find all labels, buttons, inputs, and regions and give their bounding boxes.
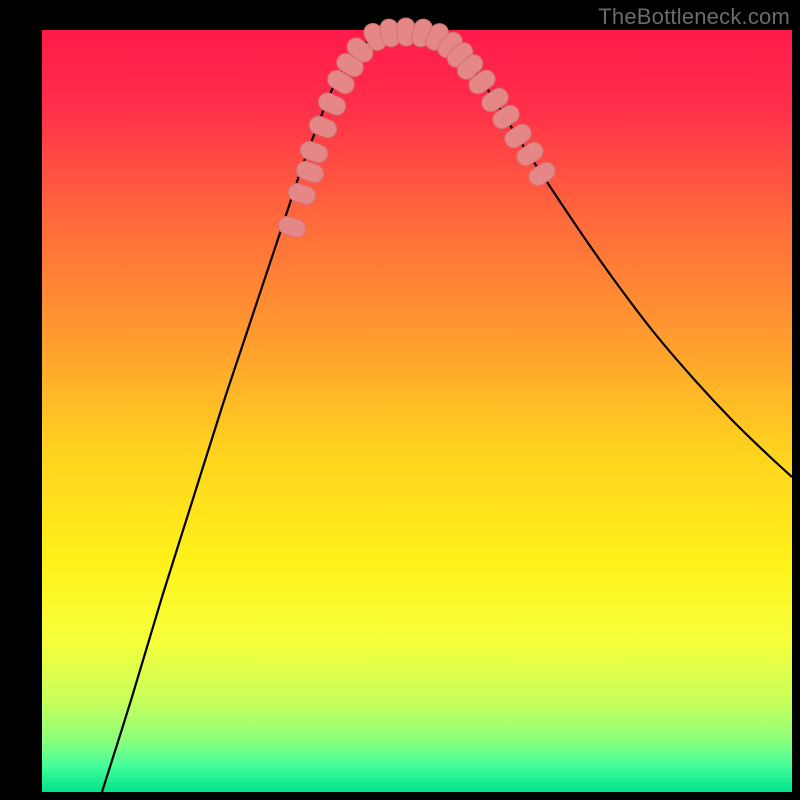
watermark-text: TheBottleneck.com [598, 4, 790, 30]
plot-background [42, 30, 792, 792]
plot-area [42, 17, 792, 792]
chart-canvas: TheBottleneck.com [0, 0, 800, 800]
chart-svg [0, 0, 800, 800]
